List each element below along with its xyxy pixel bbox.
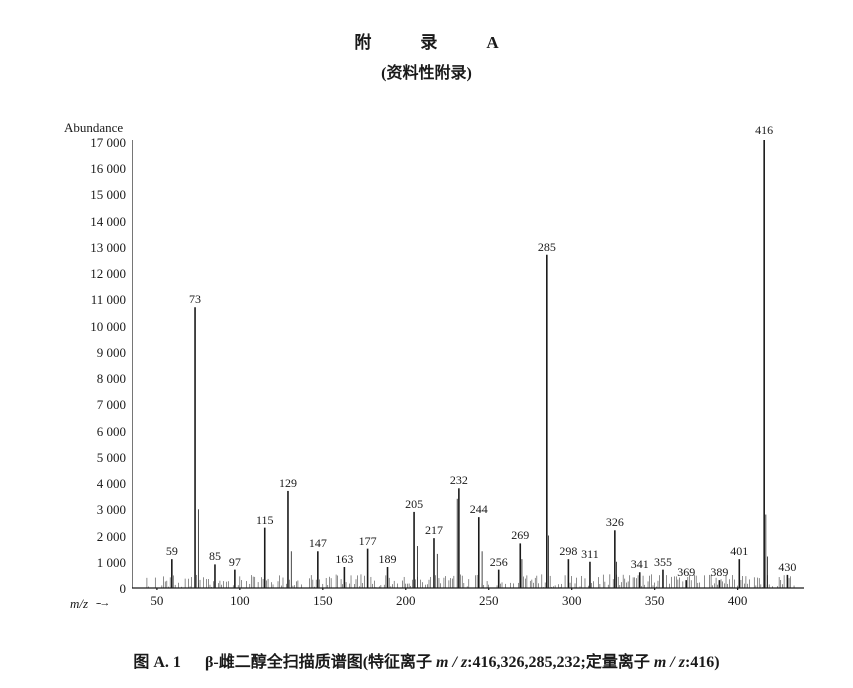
x-axis-title: m/z	[70, 596, 88, 612]
y-tick-label: 14 000	[78, 215, 126, 228]
x-tick-label: 100	[220, 594, 260, 607]
y-tick-label: 13 000	[78, 241, 126, 254]
caption-text-3: :416)	[685, 654, 720, 671]
peak-label: 326	[600, 516, 630, 528]
figure-number: 图 A. 1	[133, 654, 181, 671]
x-tick-label: 150	[303, 594, 343, 607]
y-tick-label: 16 000	[78, 162, 126, 175]
appendix-subtitle: (资料性附录)	[0, 59, 853, 83]
peak-label: 256	[484, 556, 514, 568]
caption-mz-2: m / z	[654, 654, 685, 671]
y-tick-label: 8 000	[78, 372, 126, 385]
x-tick-label: 400	[718, 594, 758, 607]
peak-label: 311	[575, 548, 605, 560]
x-tick-label: 200	[386, 594, 426, 607]
caption-text-1: β-雌二醇全扫描质谱图(特征离子	[205, 654, 436, 671]
spectrum-svg	[132, 140, 804, 590]
page-header: 附 录 A (资料性附录)	[0, 0, 853, 83]
y-tick-label: 2 000	[78, 530, 126, 543]
peak-label: 129	[273, 477, 303, 489]
peak-label: 430	[772, 561, 802, 573]
x-tick-label: 350	[635, 594, 675, 607]
y-tick-label: 1 000	[78, 556, 126, 569]
x-axis-arrow-icon: --→	[96, 597, 108, 609]
caption-mz-1: m / z	[436, 654, 467, 671]
peak-label: 401	[724, 545, 754, 557]
peak-label: 217	[419, 524, 449, 536]
y-tick-label: 4 000	[78, 477, 126, 490]
peak-label: 269	[505, 529, 535, 541]
y-tick-label: 3 000	[78, 503, 126, 516]
y-tick-label: 6 000	[78, 425, 126, 438]
peak-label: 147	[303, 537, 333, 549]
peak-label: 115	[250, 514, 280, 526]
peak-label: 177	[353, 535, 383, 547]
mass-spectrum-chart: Abundance 01 0002 0003 0004 0005 0006 00…	[78, 120, 816, 618]
caption-text-2: :416,326,285,232;定量离子	[467, 654, 654, 671]
x-tick-label: 50	[137, 594, 177, 607]
peak-label: 232	[444, 474, 474, 486]
y-tick-label: 11 000	[78, 293, 126, 306]
y-tick-label: 7 000	[78, 398, 126, 411]
x-tick-label: 250	[469, 594, 509, 607]
peak-label: 416	[749, 124, 779, 136]
x-tick-label: 300	[552, 594, 592, 607]
peak-label: 163	[329, 553, 359, 565]
peak-label: 189	[373, 553, 403, 565]
y-axis-title: Abundance	[64, 120, 123, 136]
peak-label: 369	[671, 566, 701, 578]
y-tick-label: 17 000	[78, 136, 126, 149]
figure-caption: 图 A. 1 β-雌二醇全扫描质谱图(特征离子 m / z:416,326,28…	[0, 648, 853, 672]
peak-label: 244	[464, 503, 494, 515]
y-tick-label: 12 000	[78, 267, 126, 280]
peak-label: 285	[532, 241, 562, 253]
y-tick-label: 5 000	[78, 451, 126, 464]
y-tick-label: 15 000	[78, 188, 126, 201]
peak-label: 97	[220, 556, 250, 568]
y-tick-label: 10 000	[78, 320, 126, 333]
peak-label: 389	[704, 566, 734, 578]
appendix-title: 附 录 A	[0, 28, 853, 53]
peak-label: 73	[180, 293, 210, 305]
y-tick-label: 0	[78, 582, 126, 595]
peak-label: 59	[157, 545, 187, 557]
peak-label: 205	[399, 498, 429, 510]
y-tick-label: 9 000	[78, 346, 126, 359]
plot-area: 5973859711512914716317718920521723224425…	[132, 140, 804, 590]
